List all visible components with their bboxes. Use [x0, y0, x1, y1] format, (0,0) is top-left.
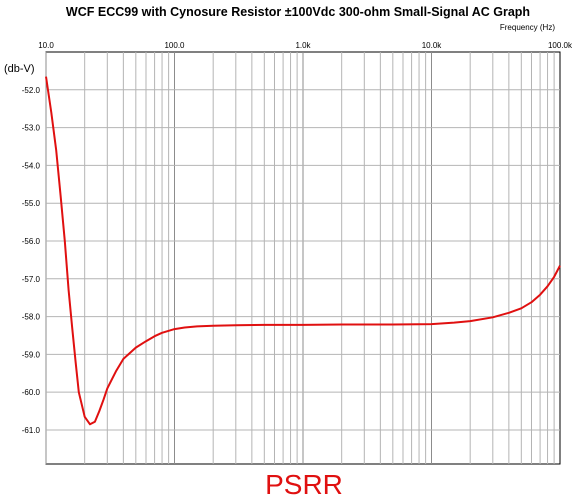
y-tick-labels: -52.0 -53.0 -54.0 -55.0 -56.0 -57.0 -58.0 -59.0… — [22, 86, 41, 435]
x-tick-label: 100.0 — [164, 41, 185, 50]
y-tick-label: -55.0 — [22, 199, 41, 208]
y-tick-label: -57.0 — [22, 275, 41, 284]
y-tick-label: -53.0 — [22, 124, 41, 133]
x-tick-labels: 10.0 100.0 1.0k 10.0k 100.0k — [38, 41, 573, 50]
x-axis-label: Frequency (Hz) — [500, 23, 555, 32]
grid — [45, 52, 560, 464]
y-tick-label: -58.0 — [22, 313, 41, 322]
chart-caption: PSRR — [265, 469, 343, 498]
series-group — [45, 76, 561, 426]
y-tick-label: -59.0 — [22, 350, 41, 359]
y-tick-label: -54.0 — [22, 161, 41, 170]
y-tick-label: -52.0 — [22, 86, 41, 95]
x-tick-label: 1.0k — [295, 41, 311, 50]
x-tick-label: 100.0k — [548, 41, 573, 50]
x-tick-label: 10.0 — [38, 41, 54, 50]
chart-title: WCF ECC99 with Cynosure Resistor ±100Vdc… — [66, 5, 530, 19]
y-axis-label: (db-V) — [4, 63, 35, 75]
y-tick-label: -56.0 — [22, 237, 41, 246]
series-line — [45, 76, 561, 426]
y-tick-label: -60.0 — [22, 388, 41, 397]
y-tick-label: -61.0 — [22, 426, 41, 435]
x-tick-label: 10.0k — [422, 41, 443, 50]
